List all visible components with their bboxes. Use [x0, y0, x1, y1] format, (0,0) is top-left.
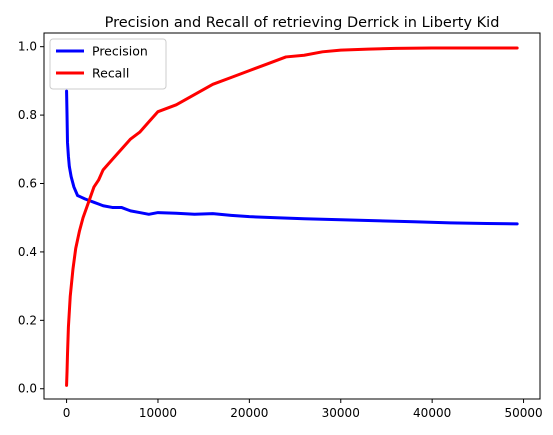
- x-tick-label: 50000: [504, 406, 542, 420]
- series-line-precision: [65, 89, 519, 226]
- series-line-recall: [65, 46, 519, 387]
- x-tick-label: 30000: [322, 406, 360, 420]
- legend-label-recall: Recall: [92, 66, 129, 81]
- y-tick-label: 0.2: [18, 313, 37, 327]
- y-tick-label: 0.8: [18, 108, 37, 122]
- x-tick-label: 10000: [139, 406, 177, 420]
- y-tick-label: 0.4: [18, 245, 37, 259]
- legend-label-precision: Precision: [92, 44, 148, 59]
- y-tick-label: 0.0: [18, 382, 37, 396]
- y-tick-label: 0.6: [18, 177, 37, 191]
- x-tick-label: 20000: [230, 406, 268, 420]
- x-tick-label: 0: [63, 406, 71, 420]
- plot-frame: [43, 32, 541, 400]
- legend: Precision Recall: [49, 38, 167, 90]
- axes-layer: 0 10000 20000 30000 40000 50000 0.0 0.2 0.4 0.6 0.…: [18, 40, 543, 420]
- x-tick-label: 40000: [413, 406, 451, 420]
- series-layer: [65, 46, 519, 387]
- chart-title: Precision and Recall of retrieving Derri…: [105, 15, 500, 31]
- y-tick-label: 1.0: [18, 40, 37, 54]
